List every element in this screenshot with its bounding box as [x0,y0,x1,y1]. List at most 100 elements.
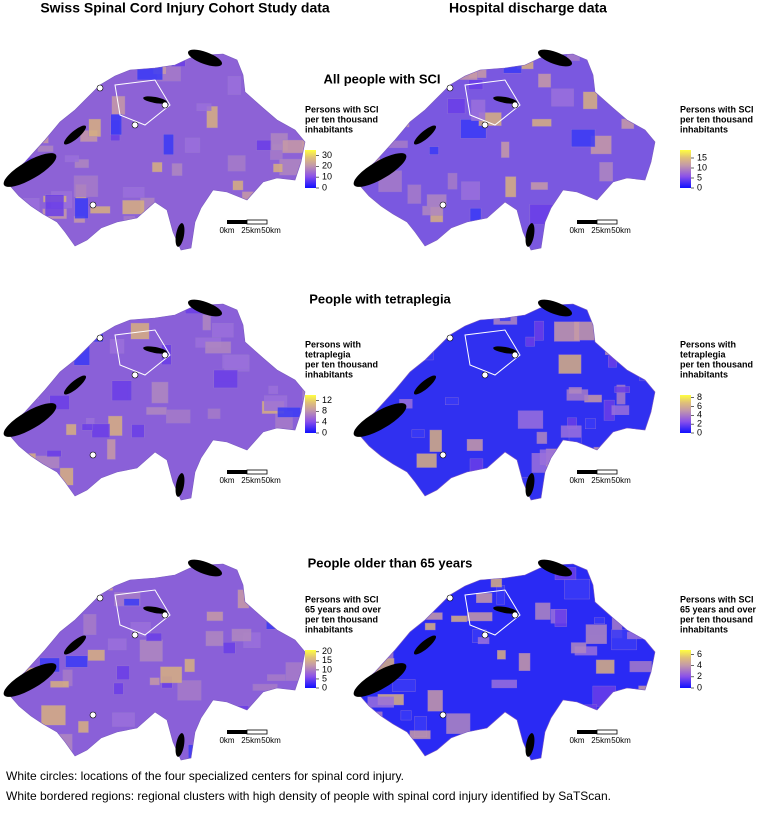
region [122,199,145,215]
region [394,599,410,616]
region [206,105,218,129]
legend-tick-label: 20 [322,161,332,171]
region [476,593,493,603]
scale-label: 25km [591,226,611,235]
center [96,84,104,92]
region [252,683,278,691]
legend-tick-label: 20 [322,646,332,656]
map: 0km 25km 50km [353,299,656,501]
region [207,485,220,500]
region [86,491,103,500]
region [535,602,551,620]
region [73,345,90,366]
lake [187,49,223,67]
scale-bar [227,220,247,224]
region [637,329,651,340]
region [18,453,37,464]
map: 0km 25km 50km [3,299,306,501]
legend-tick-label: 12 [322,395,332,405]
region [593,446,603,464]
region [91,423,110,438]
region [567,485,585,494]
cluster-border [464,589,521,636]
legend-tick-label: 15 [322,655,332,665]
center [481,371,489,379]
map: 0km 25km 50km [353,559,656,761]
region [538,73,552,88]
region [302,385,305,401]
region [631,751,653,760]
cluster-border [114,79,171,126]
scale-label: 25km [591,476,611,485]
center [439,711,447,719]
region [247,447,273,470]
scale-bar [246,219,268,225]
scale-label: 0km [569,736,584,745]
region [564,578,590,600]
region [81,423,93,431]
region [424,622,436,631]
region [97,572,107,586]
legend-title: Persons with [305,339,361,349]
legend-tick-label: 10 [322,172,332,182]
legend-title: Persons with SCI [305,104,379,114]
region [648,174,655,185]
region [213,369,238,389]
region [558,354,582,374]
region [517,410,544,429]
lake [63,375,87,395]
scale-label: 50km [261,736,281,745]
region [595,659,615,674]
center [446,594,454,602]
region [614,386,630,393]
region [362,640,381,649]
legend-title: inhabitants [680,124,728,134]
lake [3,153,57,187]
legend-tick-label: 10 [697,162,707,172]
column-header: Hospital discharge data [449,0,607,16]
region [444,239,464,249]
color-bar [305,150,316,188]
region [570,642,587,654]
legend-tick-label: 4 [697,660,702,670]
region [497,650,506,660]
region [288,210,305,219]
legend-tick-label: 0 [697,427,702,437]
lake [413,125,437,145]
region [568,387,582,394]
scale-label: 0km [569,476,584,485]
scale-label: 50km [261,226,281,235]
region [551,88,574,107]
region [582,91,598,110]
region [367,696,394,708]
region [450,482,463,494]
region [560,425,582,438]
region [629,661,652,673]
region [57,59,83,82]
region [157,497,167,500]
region [81,579,91,599]
lake [353,153,407,187]
center [446,84,454,92]
center [511,611,519,619]
legend-title: per ten thousand [305,359,378,369]
region [392,679,416,692]
region [22,198,40,214]
region [241,191,256,208]
center [446,334,454,342]
region [285,662,305,681]
region [103,568,113,591]
region [145,632,162,642]
legend-tick-label: 10 [322,664,332,674]
scale-label: 0km [219,226,234,235]
lake [63,125,87,145]
region [211,323,234,338]
scale-label: 25km [241,476,261,485]
center [161,611,169,619]
region [446,713,471,734]
region [73,175,99,197]
region [77,720,89,733]
scale-bar [246,729,268,735]
region [505,176,517,198]
region [591,248,602,250]
